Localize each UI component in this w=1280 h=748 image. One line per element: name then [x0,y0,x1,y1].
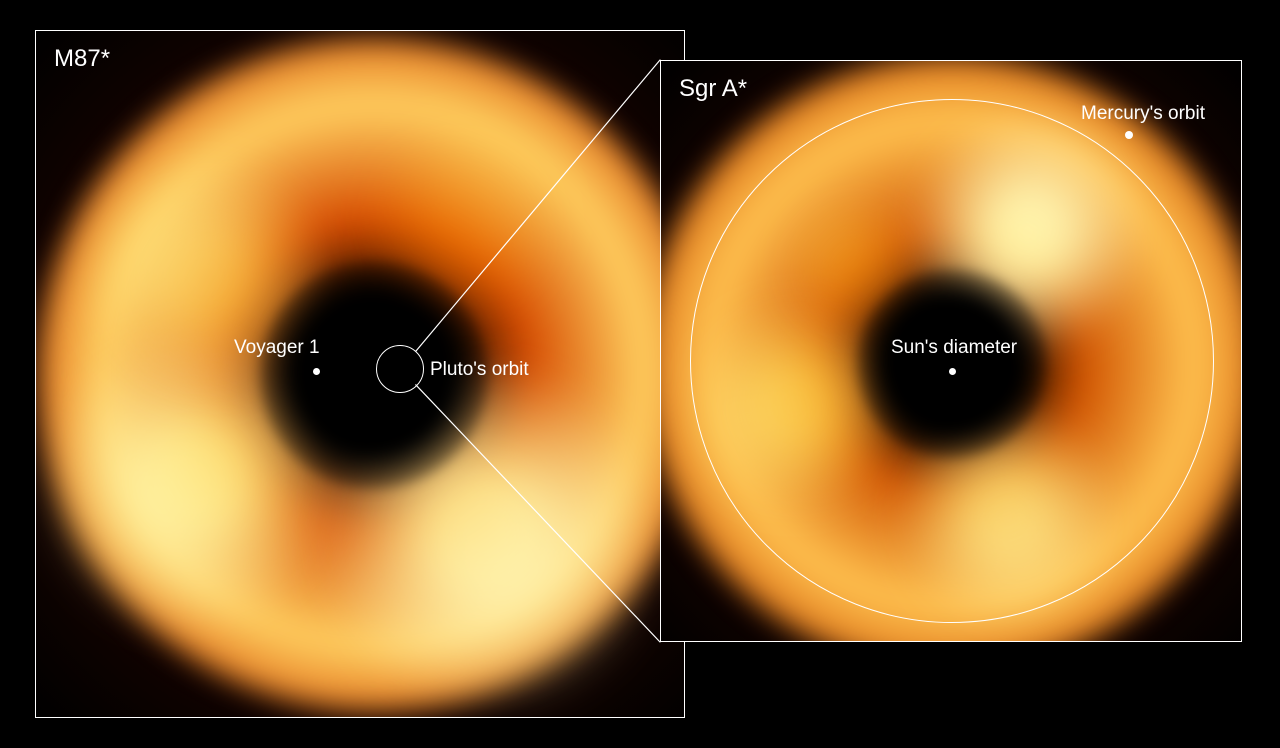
pluto-orbit-label: Pluto's orbit [430,359,529,381]
mercury-orbit-label: Mercury's orbit [1081,103,1205,125]
sun-diameter-dot [949,368,956,375]
sun-diameter-label: Sun's diameter [891,337,1017,359]
voyager-label: Voyager 1 [234,337,320,359]
panel-m87-inner: Voyager 1 Pluto's orbit [36,31,684,717]
mercury-orbit-circle [690,99,1214,623]
mercury-orbit-dot [1125,131,1133,139]
m87-ring [36,31,684,717]
voyager-dot [313,368,320,375]
panel-m87: Voyager 1 Pluto's orbit M87* [35,30,685,718]
panel-sgra: Sun's diameter Mercury's orbit Sgr A* [660,60,1242,642]
panel-sgra-inner: Sun's diameter Mercury's orbit [661,61,1241,641]
sgra-title: Sgr A* [679,75,747,103]
pluto-orbit-circle [376,345,424,393]
m87-title: M87* [54,45,110,73]
